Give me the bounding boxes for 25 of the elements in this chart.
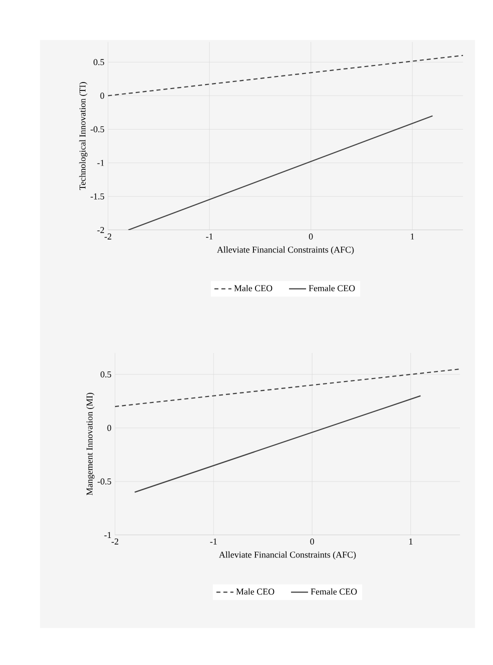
y-tick-label: 0 xyxy=(107,424,112,431)
legend-label: Male CEO xyxy=(236,588,274,595)
y-tick-label: -0.5 xyxy=(90,126,104,132)
legend-label: Female CEO xyxy=(308,284,355,292)
y-tick-label: 0.5 xyxy=(94,59,104,66)
x-tick-label: -1 xyxy=(210,538,217,544)
x-tick-label: 1 xyxy=(410,234,414,240)
x-tick-label: 0 xyxy=(310,538,314,545)
legend-label: Female CEO xyxy=(310,588,357,595)
x-tick-label: -2 xyxy=(112,538,118,544)
y-tick-label: -1 xyxy=(97,160,104,166)
y-axis-title: Mangement Innovation (MI) xyxy=(86,392,94,496)
y-axis-title: Technological Innovation (TI) xyxy=(79,82,88,190)
x-axis-title: Alleviate Financial Constraints (AFC) xyxy=(218,551,356,560)
x-tick-label: 1 xyxy=(409,538,412,544)
y-tick-label: 0.5 xyxy=(100,371,112,378)
x-tick-label: 0 xyxy=(308,234,313,240)
y-tick-label: -0.5 xyxy=(98,478,112,485)
legend-label: Male CEO xyxy=(234,284,272,292)
y-tick-label: 0 xyxy=(100,92,104,99)
y-tick-label: -2 xyxy=(97,227,104,233)
y-tick-label: -1.5 xyxy=(90,193,104,200)
x-axis-title: Alleviate Financial Constraints (AFC) xyxy=(216,246,354,255)
x-tick-label: -1 xyxy=(206,234,213,240)
y-tick-label: -1 xyxy=(104,532,111,538)
